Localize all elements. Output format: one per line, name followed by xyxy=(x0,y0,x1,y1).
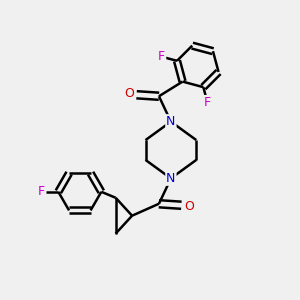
Text: F: F xyxy=(38,185,45,198)
Text: N: N xyxy=(166,115,176,128)
Text: O: O xyxy=(124,87,134,100)
Text: F: F xyxy=(204,96,211,109)
Text: F: F xyxy=(158,50,165,63)
Text: N: N xyxy=(166,172,176,185)
Text: O: O xyxy=(184,200,194,213)
